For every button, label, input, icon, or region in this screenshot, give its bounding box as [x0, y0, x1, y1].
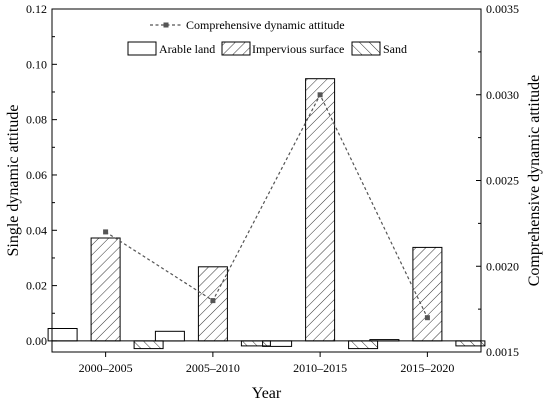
x-tick-label-1: 2000–2005 [79, 361, 133, 375]
y-tick-label-left-0: 0.00 [26, 334, 47, 348]
bar-impervious-surface-1 [90, 237, 121, 342]
y-tick-label-right-1: 0.0020 [486, 259, 519, 273]
y-tick-label-left-3: 0.06 [26, 168, 47, 182]
legend: Comprehensive dynamic attitude Arable lan… [127, 18, 407, 56]
y-tick-label-left-5: 0.10 [26, 57, 47, 71]
comprehensive-point-3 [317, 92, 323, 98]
legend-label-impervious-surface: Impervious surface [252, 42, 344, 56]
x-tick-label-2: 2005–2010 [186, 361, 240, 375]
comprehensive-line [105, 93, 428, 318]
axes-layer: 0.00 0.02 0.04 0.06 0.08 0.10 0.12 0.0015 0.0020… [26, 2, 519, 375]
legend-swatch-impervious-surface [221, 41, 251, 56]
line-series-layer [103, 92, 430, 321]
x-tick-label-4: 2015–2020 [400, 361, 454, 375]
comprehensive-point-4 [424, 315, 430, 321]
legend-label-comprehensive: Comprehensive dynamic attitude [186, 18, 345, 32]
bar-impervious-surface-2 [197, 266, 228, 342]
bar-arable-land-2 [154, 330, 185, 342]
y-tick-label-left-1: 0.02 [26, 279, 47, 293]
y-tick-label-left-6: 0.12 [26, 2, 47, 16]
y-tick-label-right-4: 0.0035 [486, 2, 519, 16]
legend-label-arable-land: Arable land [159, 42, 215, 56]
comprehensive-point-2 [210, 298, 216, 304]
legend-swatch-arable-land [127, 41, 157, 56]
y-tick-label-right-0: 0.0015 [486, 345, 519, 359]
comprehensive-point-1 [103, 229, 109, 235]
bars-layer [47, 78, 486, 350]
legend-swatch-sand [351, 41, 381, 56]
y-axis-title-right: Comprehensive dynamic attitude [526, 75, 543, 287]
x-axis-title: Year [252, 385, 282, 402]
bar-sand-2 [240, 340, 271, 347]
y-tick-label-right-2: 0.0025 [486, 174, 519, 188]
bar-impervious-surface-4 [412, 246, 443, 342]
legend-marker-comprehensive [163, 22, 169, 28]
y-axis-title-left: Single dynamic attitude [5, 105, 22, 257]
y-tick-label-left-2: 0.04 [26, 223, 47, 237]
y-tick-label-right-3: 0.0030 [486, 88, 519, 102]
bar-sand-3 [348, 340, 379, 350]
bar-sand-1 [133, 340, 164, 350]
legend-label-sand: Sand [383, 42, 407, 56]
x-tick-label-3: 2010–2015 [293, 361, 347, 375]
bar-impervious-surface-3 [305, 78, 336, 342]
y-tick-label-left-4: 0.08 [26, 113, 47, 127]
